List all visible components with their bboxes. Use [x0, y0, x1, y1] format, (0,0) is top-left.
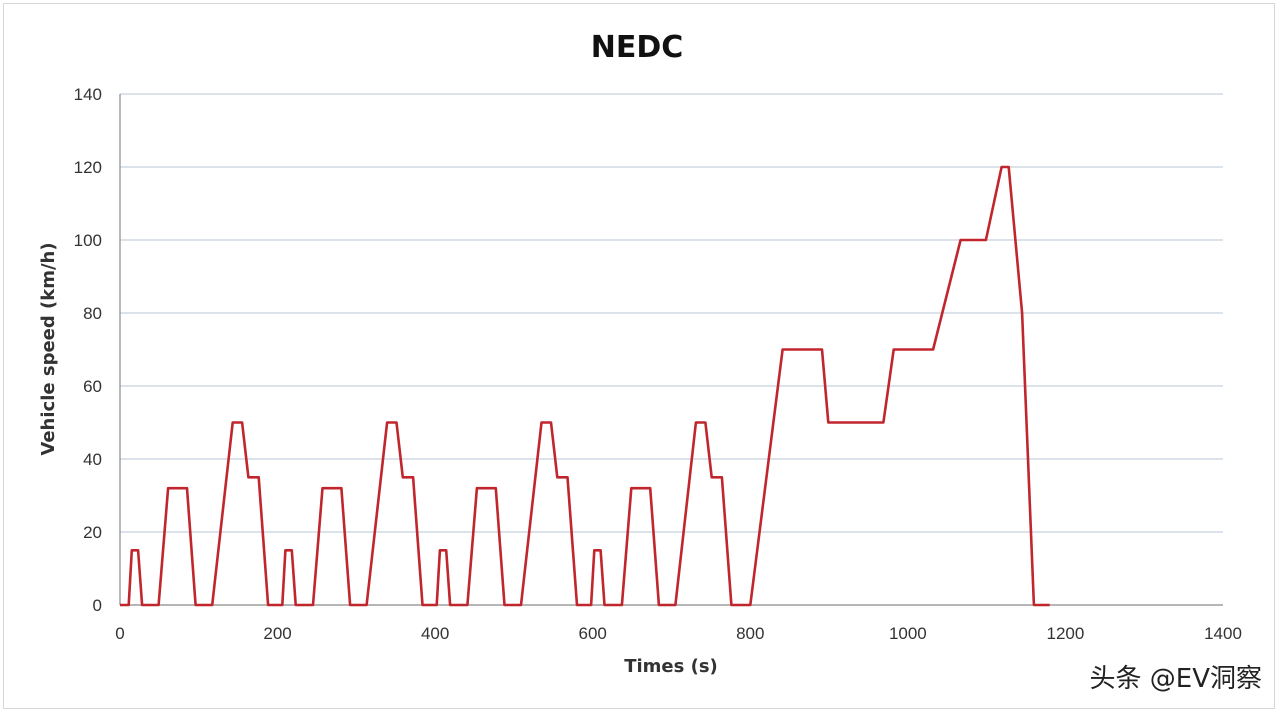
- x-tick-label: 1000: [889, 624, 927, 643]
- y-tick-label: 20: [83, 523, 102, 542]
- watermark-text: 头条 @EV洞察: [1090, 664, 1262, 694]
- y-tick-label: 60: [83, 377, 102, 396]
- x-axis-label: Times (s): [624, 656, 718, 677]
- y-tick-label: 120: [74, 158, 102, 177]
- x-tick-label: 200: [263, 624, 291, 643]
- x-tick-label: 400: [421, 624, 449, 643]
- x-tick-labels: 0 200 400 600 800 1000 1200 1400: [115, 624, 1242, 643]
- x-tick-label: 0: [115, 624, 124, 643]
- x-tick-label: 1200: [1047, 624, 1085, 643]
- y-tick-label: 40: [83, 450, 102, 469]
- x-tick-label: 800: [736, 624, 764, 643]
- y-tick-label: 140: [74, 85, 102, 104]
- series-line-vehicle-speed: [120, 165, 1050, 607]
- x-tick-label: 1400: [1204, 624, 1242, 643]
- y-tick-label: 100: [74, 231, 102, 250]
- y-axis-label: Vehicle speed (km/h): [38, 242, 59, 455]
- y-tick-labels: 0 20 40 60 80 100 120 140: [74, 85, 102, 615]
- y-tick-label: 80: [83, 304, 102, 323]
- y-tick-label: 0: [93, 596, 102, 615]
- grid-lines: [120, 93, 1223, 533]
- chart-title: NEDC: [591, 30, 684, 65]
- x-tick-label: 600: [579, 624, 607, 643]
